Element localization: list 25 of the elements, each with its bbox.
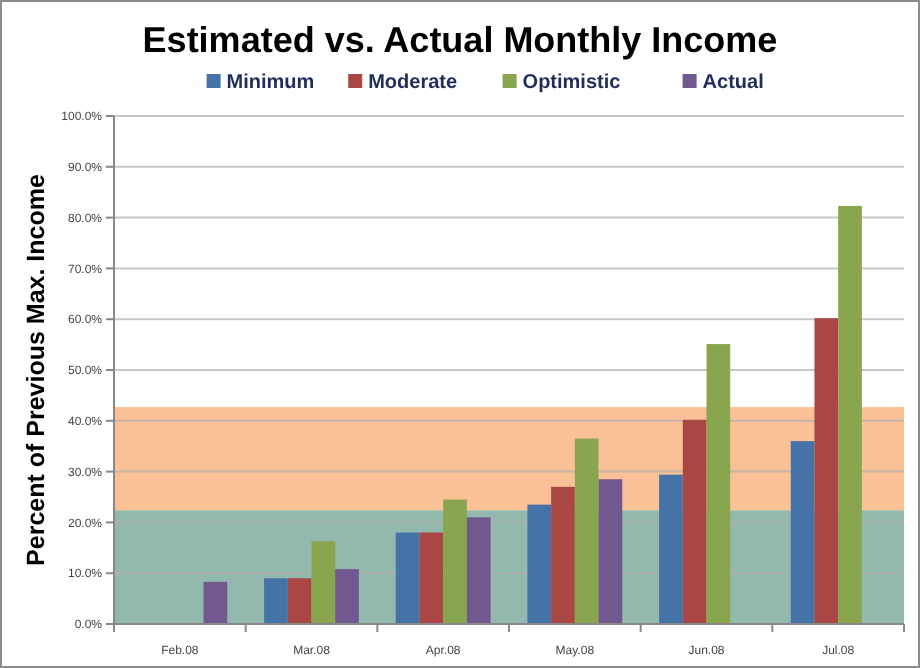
bar [203, 581, 228, 624]
bar [598, 479, 623, 624]
legend-label: Actual [702, 72, 765, 94]
legend-label: Minimum [226, 72, 315, 94]
bar [311, 541, 336, 624]
bar [419, 532, 444, 624]
chart-title: Estimated vs. Actual Monthly Income [142, 20, 778, 60]
bar [527, 504, 552, 624]
bar [466, 517, 491, 624]
bar [335, 569, 359, 624]
bar [574, 438, 599, 624]
bar [814, 318, 839, 624]
legend-label: Optimistic [522, 72, 622, 94]
bar [395, 532, 420, 624]
bar [790, 441, 815, 624]
bar [443, 499, 467, 624]
bar [551, 486, 575, 624]
bar [264, 578, 288, 624]
bar [682, 419, 707, 624]
legend-label: Moderate [368, 72, 458, 94]
bar [838, 205, 862, 624]
bar [287, 578, 312, 624]
bar [706, 344, 731, 624]
bar [659, 474, 683, 624]
y-axis-title: Percent of Previous Max. Income [22, 174, 50, 566]
